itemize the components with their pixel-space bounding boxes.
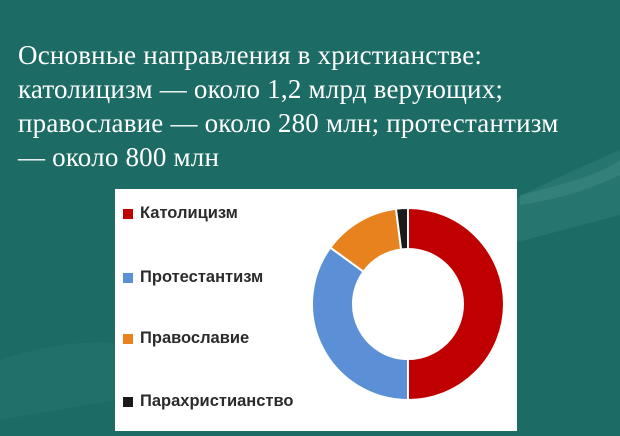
legend-label-orthodoxy: Православие [140, 329, 250, 347]
donut-slice-catholicism [407, 206, 505, 402]
legend-label-protestantism: Протестантизм [140, 268, 264, 286]
chart-legend: Католицизм Протестантизм Православие Пар… [115, 189, 325, 431]
slide-text-line: католицизм — около 1,2 млрд верующих; [18, 74, 504, 104]
slide-text-line: Основные направления в христианстве: [18, 40, 483, 70]
legend-swatch-parachristianity [123, 396, 133, 407]
slide-text-line: — около 800 млн [18, 142, 220, 172]
legend-label-catholicism: Католицизм [140, 204, 238, 222]
donut-slice-parachristianity [394, 206, 409, 251]
chart-panel: Католицизм Протестантизм Православие Пар… [115, 189, 517, 431]
slide-text-line: православие — около 280 млн; протестанти… [18, 108, 559, 138]
legend-swatch-orthodoxy [123, 333, 133, 344]
legend-item-catholicism: Католицизм [123, 204, 238, 223]
legend-swatch-protestantism [123, 272, 133, 283]
donut-slice-protestantism [311, 246, 409, 402]
legend-item-protestantism: Протестантизм [123, 268, 263, 287]
legend-label-parachristianity: Парахристианство [140, 392, 294, 410]
slide-text: Основные направления в христианстве: кат… [18, 38, 606, 174]
donut-chart [311, 206, 505, 402]
legend-item-parachristianity: Парахристианство [123, 392, 294, 411]
legend-item-orthodoxy: Православие [123, 329, 249, 348]
legend-swatch-catholicism [123, 208, 133, 219]
